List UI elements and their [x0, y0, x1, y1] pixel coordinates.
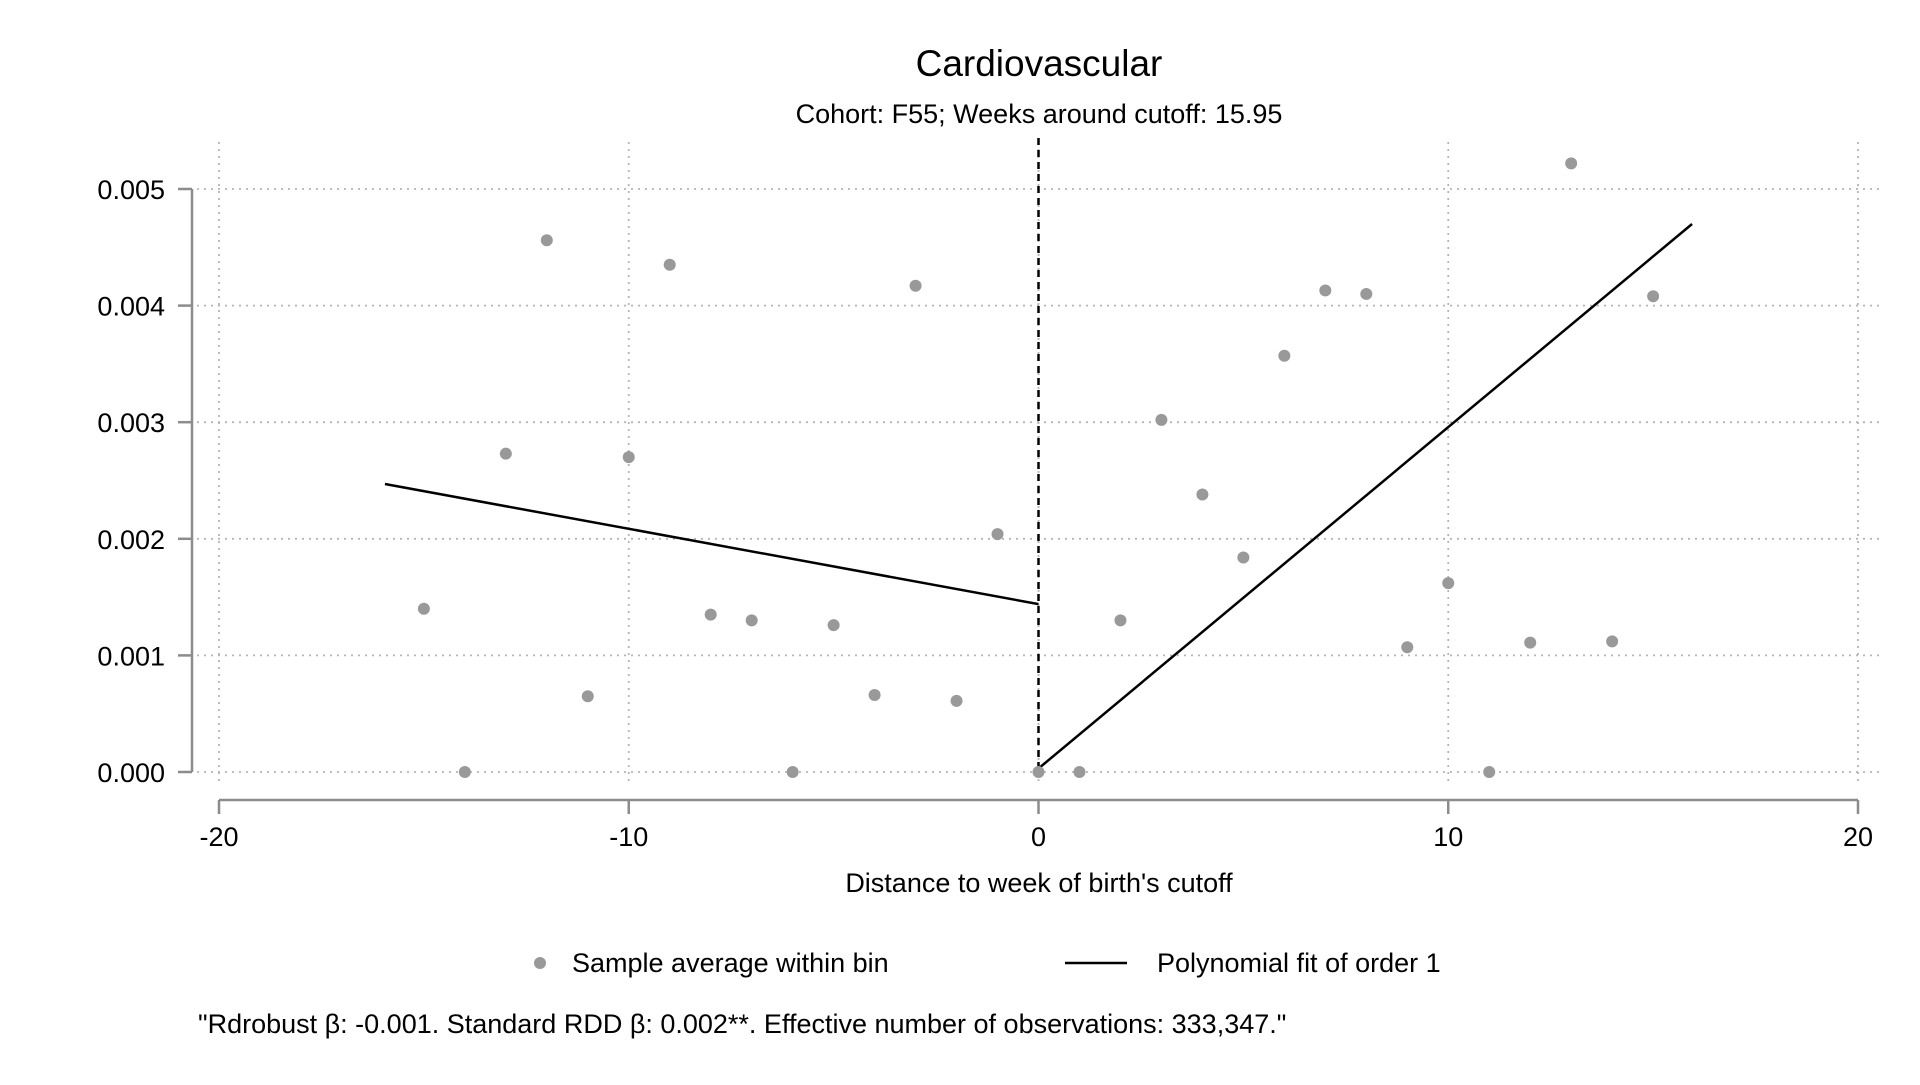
x-tick-label: 10 [1433, 822, 1463, 852]
scatter-point [417, 602, 430, 615]
fit-line-segment [384, 482, 1039, 606]
y-tick-label: 0.003 [97, 408, 165, 438]
scatter-point [540, 234, 553, 247]
data-points [417, 157, 1660, 778]
scatter-point [663, 258, 676, 271]
x-tick-label: 0 [1031, 822, 1046, 852]
y-tick-label: 0.005 [97, 175, 165, 205]
chart-title: Cardiovascular [916, 43, 1163, 84]
legend: Sample average within bin Polynomial fit… [534, 948, 1441, 978]
x-tick-label: 20 [1843, 822, 1873, 852]
fit-lines [384, 138, 1693, 772]
scatter-point [1401, 641, 1414, 654]
x-tick-label: -10 [609, 822, 648, 852]
x-tick-label: -20 [199, 822, 238, 852]
y-tick-label: 0.002 [97, 525, 165, 555]
scatter-point [1524, 636, 1537, 649]
scatter-point [1606, 635, 1619, 648]
chart-subtitle: Cohort: F55; Weeks around cutoff: 15.95 [796, 99, 1283, 129]
scatter-point [909, 279, 922, 292]
x-axis-label: Distance to week of birth's cutoff [845, 868, 1233, 898]
legend-label-line: Polynomial fit of order 1 [1157, 948, 1441, 978]
scatter-point [1114, 614, 1127, 627]
scatter-point [1360, 287, 1373, 300]
scatter-point [704, 608, 717, 621]
scatter-point [991, 528, 1004, 541]
scatter-point [622, 451, 635, 464]
axes: 0.000 0.001 0.002 0.003 0.004 0.005 -20 -10 0 10 2… [97, 175, 1873, 852]
chart-note: "Rdrobust β: -0.001. Standard RDD β: 0.0… [198, 1009, 1286, 1039]
scatter-point [868, 689, 881, 702]
scatter-point [1442, 577, 1455, 590]
scatter-point [950, 694, 963, 707]
y-tick-label: 0.004 [97, 292, 165, 322]
scatter-point [1565, 157, 1578, 170]
scatter-point [581, 690, 594, 703]
y-tick-label: 0.001 [97, 641, 165, 671]
scatter-point [1483, 766, 1496, 778]
scatter-point [1155, 413, 1168, 426]
scatter-point [786, 766, 799, 778]
scatter-point [458, 766, 471, 778]
scatter-point [1237, 551, 1250, 564]
scatter-point [1196, 488, 1209, 501]
scatter-point [499, 447, 512, 460]
scatter-point [1278, 349, 1291, 362]
scatter-point [1319, 284, 1332, 297]
scatter-point [1032, 766, 1045, 778]
scatter-point [1647, 290, 1660, 303]
scatter-point [745, 614, 758, 627]
y-tick-label: 0.000 [97, 758, 165, 788]
legend-marker-scatter [534, 957, 546, 969]
scatter-point [1073, 766, 1086, 778]
scatter-point [827, 619, 840, 632]
legend-label-scatter: Sample average within bin [572, 948, 889, 978]
fit-line-segment [1037, 223, 1693, 770]
